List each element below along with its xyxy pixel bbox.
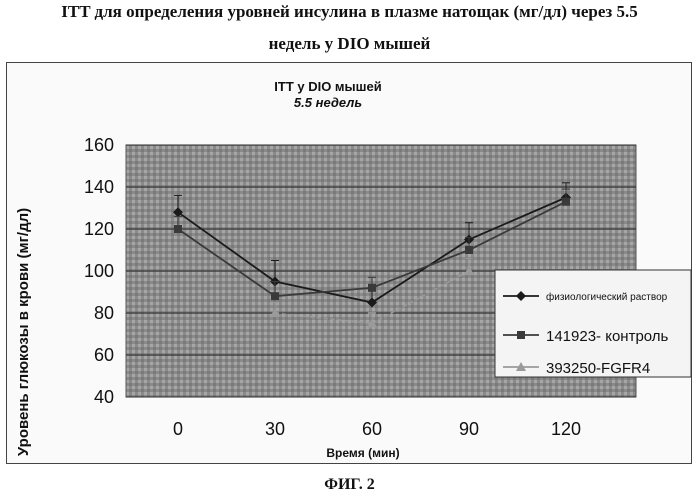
chart-subtitle: 5.5 недель bbox=[294, 95, 362, 110]
y-tick-label: 100 bbox=[84, 261, 114, 281]
y-tick-label: 80 bbox=[94, 303, 114, 323]
y-tick-label: 140 bbox=[84, 177, 114, 197]
y-axis-ticks: 40 60 80 100 120 140 160 bbox=[84, 135, 114, 407]
chart-title: ITT у DIO мышей bbox=[274, 79, 381, 94]
x-tick-label: 0 bbox=[173, 419, 183, 439]
legend-label: физиологический раствор bbox=[546, 291, 668, 303]
legend-label: 141923- контроль bbox=[546, 328, 669, 345]
data-point bbox=[368, 284, 376, 292]
figure-caption: ФИГ. 2 bbox=[0, 476, 699, 494]
y-tick-label: 40 bbox=[94, 387, 114, 407]
data-point bbox=[562, 198, 570, 206]
line-chart: 40 60 80 100 120 140 160 0 30 60 90 120 ITT у DIO … bbox=[6, 62, 692, 464]
data-point bbox=[174, 225, 182, 233]
legend-label: 393250-FGFR4 bbox=[546, 360, 650, 377]
x-tick-label: 30 bbox=[265, 419, 285, 439]
figure-title-line-2: недель у DIO мышей bbox=[0, 34, 699, 54]
x-axis-label: Время (мин) bbox=[326, 446, 399, 460]
x-axis-ticks: 0 30 60 90 120 bbox=[173, 419, 581, 439]
legend: физиологический раствор 141923- контроль 3… bbox=[495, 270, 691, 377]
y-axis-label: Уровень глюкозы в крови (мг/дл) bbox=[15, 208, 32, 456]
x-tick-label: 90 bbox=[459, 419, 479, 439]
y-tick-label: 160 bbox=[84, 135, 114, 155]
figure-title-line-1: ITT для определения уровней инсулина в п… bbox=[0, 2, 699, 22]
x-tick-label: 120 bbox=[551, 419, 581, 439]
y-tick-label: 120 bbox=[84, 219, 114, 239]
y-tick-label: 60 bbox=[94, 345, 114, 365]
x-tick-label: 60 bbox=[362, 419, 382, 439]
data-point bbox=[271, 292, 279, 300]
legend-marker bbox=[517, 331, 525, 339]
data-point bbox=[465, 246, 473, 254]
